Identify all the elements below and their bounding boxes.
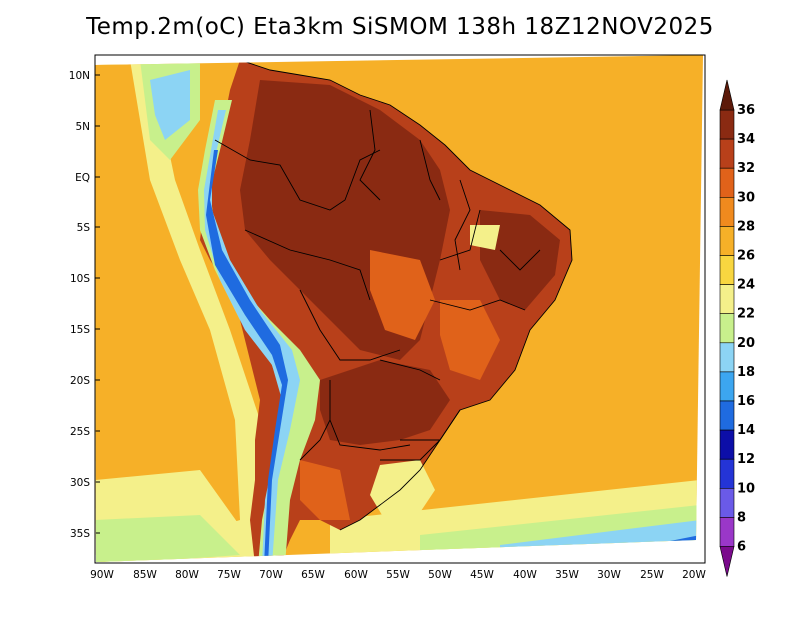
colorbar-swatch (719, 226, 735, 256)
colorbar-label: 30 (737, 190, 755, 205)
lat-label: EQ (75, 172, 90, 184)
colorbar-swatch (719, 109, 735, 140)
colorbar-label: 10 (737, 481, 755, 496)
lon-label: 50W (428, 569, 452, 581)
colorbar-label: 36 (737, 103, 755, 118)
pacific-offshore (95, 60, 240, 562)
south-pacific-cooler (95, 515, 240, 562)
colorbar-swatch (719, 138, 735, 169)
lat-label: 10S (70, 273, 90, 285)
colorbar-swatch (719, 429, 735, 460)
longitude-axis: 90W 85W 80W 75W 70W 65W 60W 55W 50W 45W … (90, 569, 706, 581)
colorbar-top-arrow (719, 79, 735, 111)
lat-label: 5S (77, 222, 91, 234)
colorbar-swatch (719, 255, 735, 285)
lon-label: 90W (90, 569, 114, 581)
colorbar-label: 14 (737, 423, 755, 438)
latitude-axis: 10N 5N EQ 5S 10S 15S 20S 25S 30S 35S (69, 70, 91, 540)
colorbar-label: 28 (737, 219, 755, 234)
colorbar-swatch (719, 284, 735, 315)
map-field (95, 55, 703, 562)
colorbar-label: 16 (737, 394, 755, 409)
lon-label: 75W (217, 569, 241, 581)
colorbar-label: 18 (737, 365, 755, 380)
lat-label: 25S (70, 426, 90, 438)
map-title: Temp.2m(oC) Eta3km SiSMOM 138h 18Z12NOV2… (86, 14, 714, 40)
colorbar-bottom-arrow (719, 546, 735, 577)
lon-label: 65W (301, 569, 325, 581)
lat-label: 30S (70, 477, 90, 489)
lat-label: 5N (75, 121, 90, 133)
colorbar-label: 26 (737, 249, 755, 264)
lon-label: 30W (597, 569, 621, 581)
argentina-warm-patch (300, 460, 350, 520)
lon-label: 35W (555, 569, 579, 581)
lat-label: 20S (70, 375, 90, 387)
colorbar-label: 34 (737, 132, 755, 147)
colorbar-swatch (719, 342, 735, 373)
parana-hot-core (320, 360, 450, 445)
lon-label: 85W (133, 569, 157, 581)
map-frame (94, 54, 706, 564)
colorbar: 6 8 10 12 14 16 18 20 22 24 26 28 30 32 34 36 (719, 79, 755, 577)
lon-label: 20W (682, 569, 706, 581)
colorbar-swatch (719, 197, 735, 227)
lat-label: 35S (70, 528, 90, 540)
colorbar-label: 8 (737, 510, 746, 525)
colorbar-swatch (719, 167, 735, 198)
lon-label: 25W (640, 569, 664, 581)
colorbar-label: 20 (737, 336, 755, 351)
south-brazil-cool (370, 460, 435, 520)
northeast-cool-patch (470, 225, 500, 250)
colorbar-label: 6 (737, 540, 746, 555)
lon-label: 80W (175, 569, 199, 581)
colorbar-label: 12 (737, 452, 755, 467)
colorbar-swatch (719, 371, 735, 402)
colorbar-label: 24 (737, 278, 755, 293)
minas-warm-patch (440, 300, 500, 380)
central-warm-patch (370, 250, 435, 340)
colorbar-swatch (719, 517, 735, 547)
lon-label: 70W (259, 569, 283, 581)
lon-label: 55W (386, 569, 410, 581)
lon-label: 45W (470, 569, 494, 581)
colorbar-swatch (719, 313, 735, 344)
northeast-hot-core (480, 210, 560, 310)
colorbar-label: 22 (737, 307, 755, 322)
colorbar-swatch (719, 458, 735, 489)
country-borders (214, 59, 573, 531)
lat-label: 10N (69, 70, 90, 82)
lon-label: 40W (513, 569, 537, 581)
lon-label: 60W (344, 569, 368, 581)
pacific-north-cold (150, 70, 190, 140)
colorbar-swatch (719, 487, 735, 518)
lat-label: 15S (70, 324, 90, 336)
colorbar-label: 32 (737, 161, 755, 176)
colorbar-swatch (719, 400, 735, 431)
